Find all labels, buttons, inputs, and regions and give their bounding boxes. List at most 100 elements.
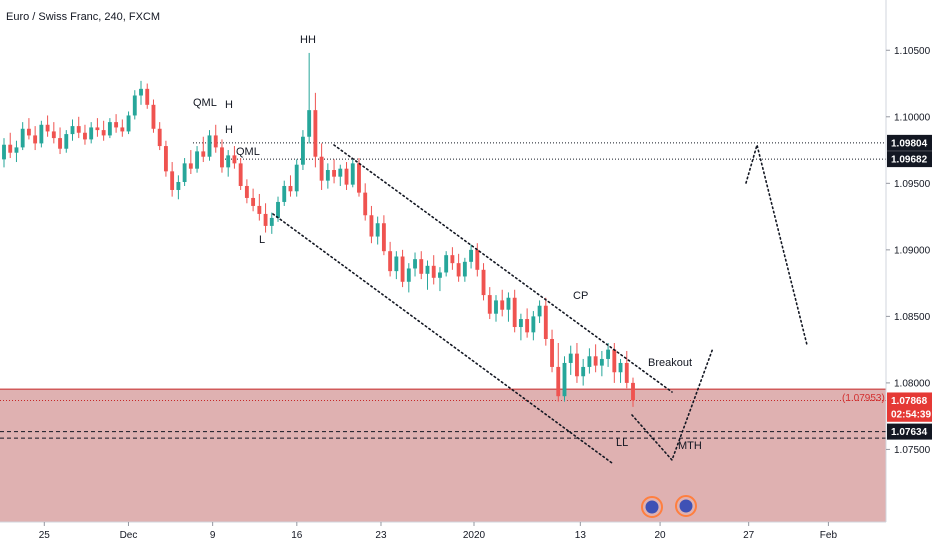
candle-body [518, 319, 523, 328]
candle-body [631, 382, 635, 401]
candle-body [213, 135, 218, 148]
candle-body [568, 353, 573, 363]
candle-body [244, 185, 249, 198]
candle-body [487, 295, 492, 314]
candle-body [120, 127, 125, 132]
annotation-label: QML [236, 146, 260, 158]
candle-body [101, 130, 106, 136]
candle-body [307, 110, 312, 137]
price-tag-label: 1.09682 [891, 155, 928, 166]
candle-body [58, 138, 62, 149]
candle-body [419, 259, 424, 274]
channel-upper-line [333, 144, 673, 393]
candle-body [220, 147, 224, 168]
y-tick-label: 1.08500 [894, 312, 931, 323]
candle-body [599, 358, 604, 366]
candle-body [394, 256, 399, 272]
candle-body [500, 300, 505, 310]
annotation-label: HH [300, 34, 316, 46]
x-tick-label: Dec [120, 530, 138, 541]
candle-body [531, 316, 536, 333]
candle-body [282, 185, 287, 202]
candle-body [562, 362, 567, 397]
zone-price-label: (1.07953) [842, 393, 885, 404]
y-tick-label: 1.08000 [894, 378, 931, 389]
annotation-label: H [225, 124, 233, 136]
candle-body [301, 136, 305, 165]
candle-body [313, 110, 318, 157]
candle-body [456, 263, 461, 277]
candle-body [269, 217, 274, 226]
annotation-label: H [225, 99, 233, 111]
candle-body [357, 163, 361, 193]
channel-lower-line [272, 213, 613, 464]
y-tick-label: 1.10000 [894, 112, 931, 123]
x-tick-label: 27 [743, 530, 755, 541]
candle-body [145, 88, 150, 105]
candle-body [89, 127, 94, 140]
candle-body [157, 128, 162, 147]
candle-body [363, 192, 368, 216]
candle-body [462, 261, 467, 277]
candle-body [475, 249, 480, 270]
candle-body [83, 132, 87, 140]
candle-body [438, 272, 442, 278]
candle-body [406, 268, 411, 282]
candle-body [251, 197, 256, 206]
candle-body [581, 366, 586, 377]
y-tick-label: 1.07500 [894, 445, 931, 456]
candle-body [593, 356, 598, 366]
price-tag-label: 1.07634 [891, 427, 928, 438]
target-projection-path [745, 141, 808, 346]
y-tick-label: 1.10500 [894, 46, 931, 57]
candle-body [201, 151, 206, 157]
candle-body [606, 349, 611, 359]
candle-body [20, 128, 25, 148]
candle-body [413, 259, 417, 269]
candle-body [338, 168, 343, 177]
candle-body [319, 156, 324, 181]
candle-body [263, 213, 268, 226]
candle-body [33, 135, 38, 144]
demand-zone [0, 389, 886, 522]
candle-body [431, 265, 436, 278]
candle-body [481, 269, 486, 296]
annotation-label: Breakout [648, 357, 692, 369]
y-tick-label: 1.09000 [894, 245, 931, 256]
candle-body [537, 305, 542, 317]
candle-body [294, 164, 299, 192]
candle-body [2, 144, 6, 160]
candle-body [332, 170, 336, 177]
candle-body [506, 297, 511, 310]
candle-body [350, 163, 355, 185]
candle-body [344, 168, 349, 185]
candle-body [139, 88, 143, 96]
candle-body [39, 124, 44, 144]
event-icon-core [645, 500, 659, 514]
annotation-label: QML [193, 97, 217, 109]
candle-body [550, 338, 554, 367]
candle-body [494, 300, 498, 314]
candle-body [132, 95, 137, 116]
price-tag-label: 1.07868 [891, 396, 928, 407]
candle-body [444, 255, 449, 273]
candle-body [543, 305, 548, 339]
candle-body [575, 353, 579, 377]
x-tick-label: 25 [39, 530, 51, 541]
candle-body [176, 181, 181, 190]
event-icon[interactable] [675, 495, 697, 517]
candle-body [238, 163, 243, 186]
y-tick-label: 1.09500 [894, 179, 931, 190]
price-tag-label: 1.09804 [891, 138, 928, 149]
candle-body [70, 126, 75, 135]
event-icon[interactable] [641, 496, 663, 518]
candle-body [26, 128, 31, 136]
candle-body [400, 256, 405, 282]
annotation-label: MTH [678, 440, 702, 452]
candle-body [388, 251, 393, 272]
candle-body [170, 171, 175, 190]
annotation-label: CP [573, 290, 588, 302]
candle-body [114, 122, 119, 128]
price-tag-bg [887, 405, 932, 422]
price-tag-bg [887, 151, 932, 168]
